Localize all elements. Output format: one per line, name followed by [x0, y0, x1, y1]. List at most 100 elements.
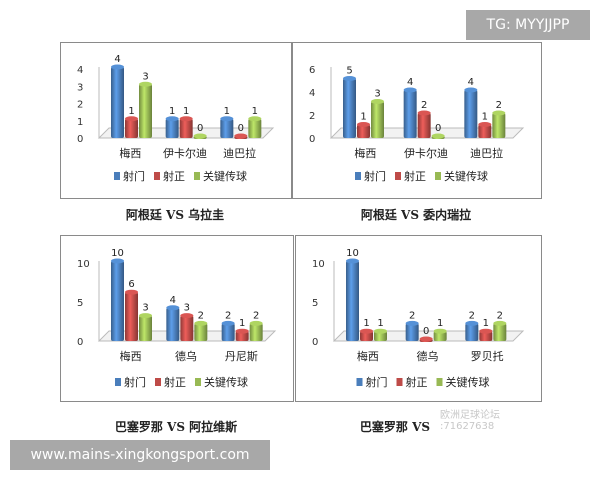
bar-top — [220, 116, 234, 122]
data-label: 10 — [346, 248, 359, 259]
data-label: 2 — [421, 100, 427, 111]
data-label: 1 — [224, 106, 230, 117]
bar — [403, 90, 417, 138]
data-label: 1 — [437, 318, 443, 329]
bar — [111, 67, 124, 138]
bar-top — [111, 64, 124, 70]
legend-swatch — [356, 378, 363, 386]
data-label: 0 — [423, 326, 429, 337]
bar-top — [433, 328, 447, 334]
y-tick-label: 5 — [77, 298, 83, 309]
x-tick-label: 丹尼斯 — [225, 350, 258, 363]
y-tick-label: 2 — [77, 100, 83, 111]
x-tick-label: 伊卡尔迪 — [404, 147, 448, 160]
legend-label: 射正 — [164, 375, 186, 389]
data-label: 2 — [497, 310, 503, 321]
data-label: 3 — [184, 303, 190, 314]
y-tick-label: 0 — [77, 337, 83, 348]
y-tick-label: 0 — [312, 337, 318, 348]
bar-top — [125, 289, 138, 295]
bar-top — [465, 320, 479, 326]
bar — [221, 323, 235, 341]
bar-top — [111, 258, 124, 264]
data-label: 1 — [363, 318, 369, 329]
tg-label: TG: MYYJJPP — [466, 10, 590, 40]
data-label: 1 — [252, 106, 258, 117]
data-label: 3 — [374, 89, 380, 100]
legend-label: 射门 — [123, 169, 145, 183]
data-label: 2 — [409, 310, 415, 321]
bar-top — [493, 320, 507, 326]
data-label: 4 — [170, 295, 176, 306]
x-tick-label: 迪巴拉 — [470, 146, 503, 160]
bar-top — [492, 110, 506, 116]
bar — [374, 331, 387, 341]
bar-top — [405, 320, 419, 326]
bar-top — [360, 328, 373, 334]
x-tick-label: 迪巴拉 — [223, 146, 256, 160]
bar — [371, 101, 384, 138]
legend-swatch — [355, 172, 361, 180]
legend-label: 关键传球 — [204, 375, 248, 389]
bar — [249, 323, 263, 341]
data-label: 3 — [142, 71, 148, 82]
bar-top — [139, 313, 152, 319]
y-tick-label: 0 — [77, 134, 83, 145]
legend-swatch — [115, 378, 121, 386]
bar — [194, 323, 208, 341]
bar — [139, 84, 152, 138]
data-label: 2 — [469, 310, 475, 321]
x-tick-label: 伊卡尔迪 — [163, 147, 207, 160]
x-tick-label: 德乌 — [175, 349, 197, 363]
data-label: 3 — [142, 303, 148, 314]
legend-label: 关键传球 — [446, 375, 490, 389]
bar-top — [371, 99, 384, 104]
y-tick-label: 2 — [309, 111, 315, 122]
data-label: 0 — [197, 123, 203, 134]
bar — [417, 113, 431, 138]
data-label: 1 — [169, 106, 175, 117]
bar — [492, 113, 506, 138]
site-banner[interactable]: www.mains-xingkongsport.com — [10, 440, 270, 470]
legend-label: 射门 — [366, 375, 388, 389]
bar-top — [343, 76, 356, 81]
bar — [139, 315, 152, 341]
data-label: 1 — [360, 112, 366, 123]
bar-top — [248, 116, 262, 122]
y-tick-label: 3 — [77, 82, 83, 93]
bar — [179, 118, 193, 138]
x-tick-label: 梅西 — [357, 349, 379, 363]
bar — [220, 118, 234, 138]
data-label: 2 — [198, 310, 204, 321]
bar-top — [431, 133, 445, 139]
data-label: 0 — [238, 123, 244, 134]
y-tick-label: 6 — [309, 65, 315, 76]
legend-label: 关键传球 — [444, 169, 488, 183]
bar-top — [180, 313, 194, 319]
bar — [343, 78, 356, 138]
data-label: 1 — [239, 318, 245, 329]
bar — [465, 323, 479, 341]
chart-argentina-venezuela: 0 2 4 6 梅西 5 1 3 伊卡尔迪 4 2 0 迪巴拉 4 1 2 射门 射正 关键传球 — [292, 42, 542, 199]
data-label: 2 — [253, 310, 259, 321]
bar — [433, 331, 447, 341]
bar-top — [234, 133, 248, 139]
x-tick-label: 梅西 — [119, 146, 141, 160]
data-label: 1 — [128, 106, 134, 117]
legend-label: 射正 — [404, 169, 426, 183]
bar-top — [166, 305, 180, 311]
legend-swatch — [155, 378, 161, 386]
data-label: 1 — [183, 106, 189, 117]
legend-swatch — [396, 378, 403, 386]
legend-label: 射门 — [364, 169, 386, 183]
bar-top — [165, 116, 179, 122]
y-tick-label: 4 — [77, 65, 83, 76]
y-tick-label: 0 — [309, 134, 315, 145]
legend-label: 射门 — [124, 375, 146, 389]
bar-top — [179, 116, 193, 122]
chart-title: 巴塞罗那 VS 阿拉维斯 — [114, 420, 238, 434]
bar — [346, 261, 359, 341]
bar — [165, 118, 179, 138]
bar-top — [346, 258, 359, 264]
chart-barcelona-4: 0 5 10 梅西 10 1 1 德乌 2 0 1 罗贝托 2 1 2 射门 射正 关键传球 — [295, 235, 542, 402]
